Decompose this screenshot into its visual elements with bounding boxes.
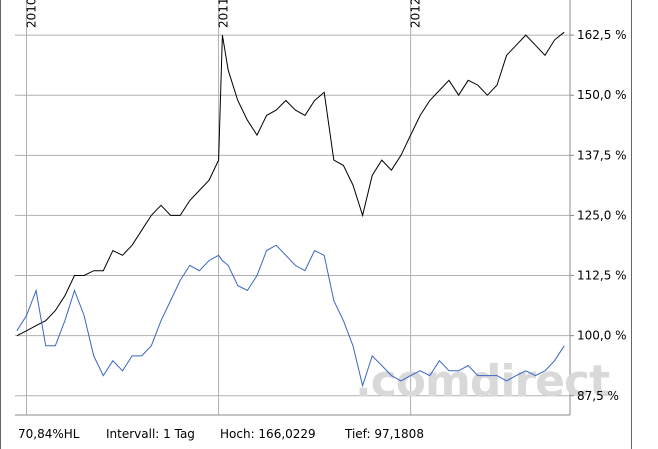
- x-tick-label: 2010: [25, 0, 39, 28]
- x-tick-label: 2012: [409, 0, 423, 28]
- y-tick-label: 150,0 %: [577, 88, 627, 102]
- footer-text: Tief: 97,1808: [344, 427, 424, 441]
- y-tick-label: 125,0 %: [577, 208, 627, 222]
- y-tick-label: 162,5 %: [577, 28, 627, 42]
- series-line: [16, 31, 565, 337]
- y-tick-label: 100,0 %: [577, 329, 627, 343]
- x-tick-label: 2011: [217, 0, 231, 28]
- footer-text: Intervall: 1 Tag: [106, 427, 195, 441]
- y-tick-label: 87,5 %: [577, 389, 619, 403]
- watermark: .comdirect: [355, 356, 610, 407]
- footer-text: 70,84%HL: [18, 427, 80, 441]
- frame: [0, 0, 632, 449]
- series-line: [16, 244, 565, 388]
- y-tick-label: 112,5 %: [577, 269, 627, 283]
- y-tick-label: 137,5 %: [577, 148, 627, 162]
- footer-text: Hoch: 166,0229: [220, 427, 316, 441]
